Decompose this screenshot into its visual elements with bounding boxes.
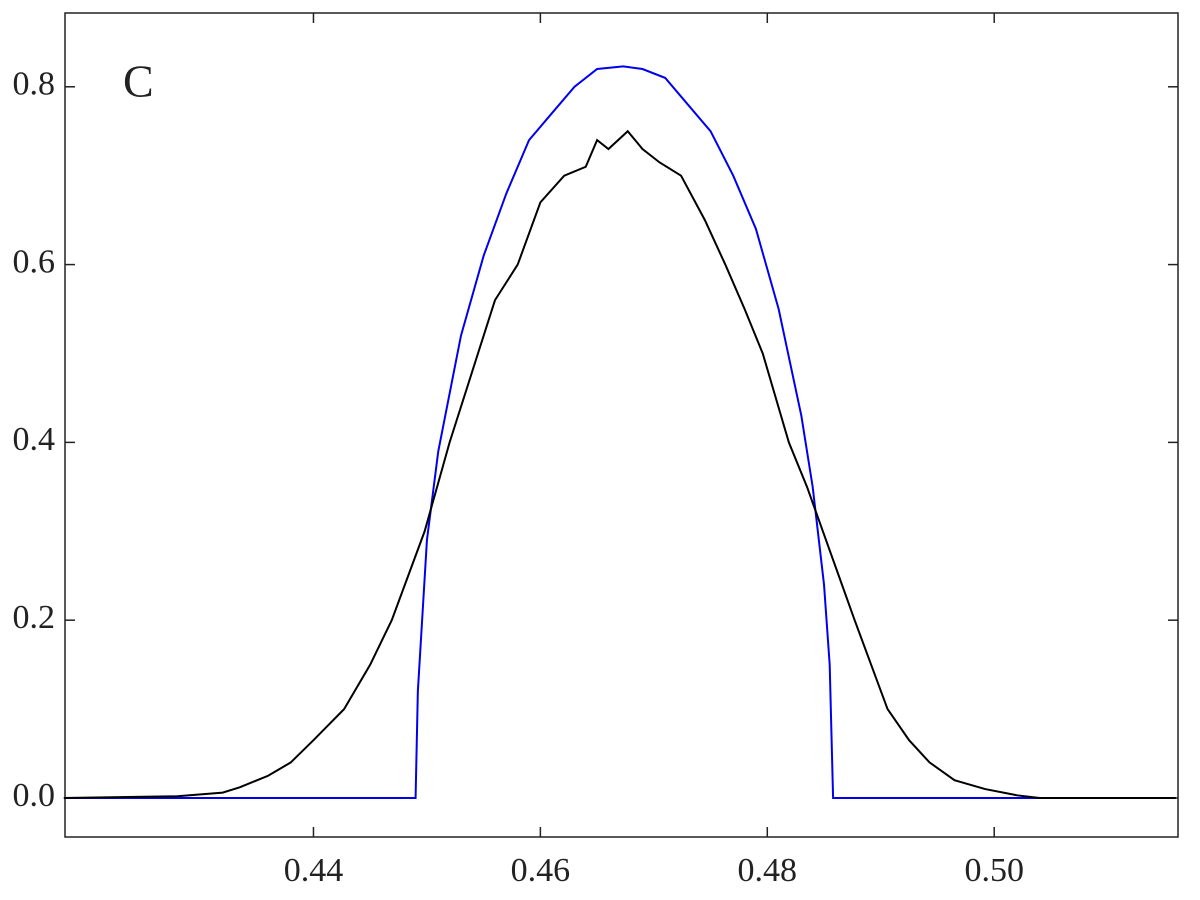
plot-frame: [64, 12, 1179, 838]
series-line: [63, 65, 1176, 799]
x-tick-label: 0.44: [284, 852, 344, 889]
series-line: [63, 129, 1176, 799]
y-tick-label: 0.0: [13, 777, 56, 814]
panel-label: C: [123, 56, 154, 107]
y-tick-label: 0.2: [13, 599, 56, 636]
y-tick-label: 0.8: [13, 66, 56, 103]
x-tick-label: 0.46: [511, 852, 571, 889]
x-tick-label: 0.50: [964, 852, 1024, 889]
y-tick-label: 0.4: [13, 421, 56, 458]
x-tick-label: 0.48: [738, 852, 798, 889]
y-tick-label: 0.6: [13, 243, 56, 280]
